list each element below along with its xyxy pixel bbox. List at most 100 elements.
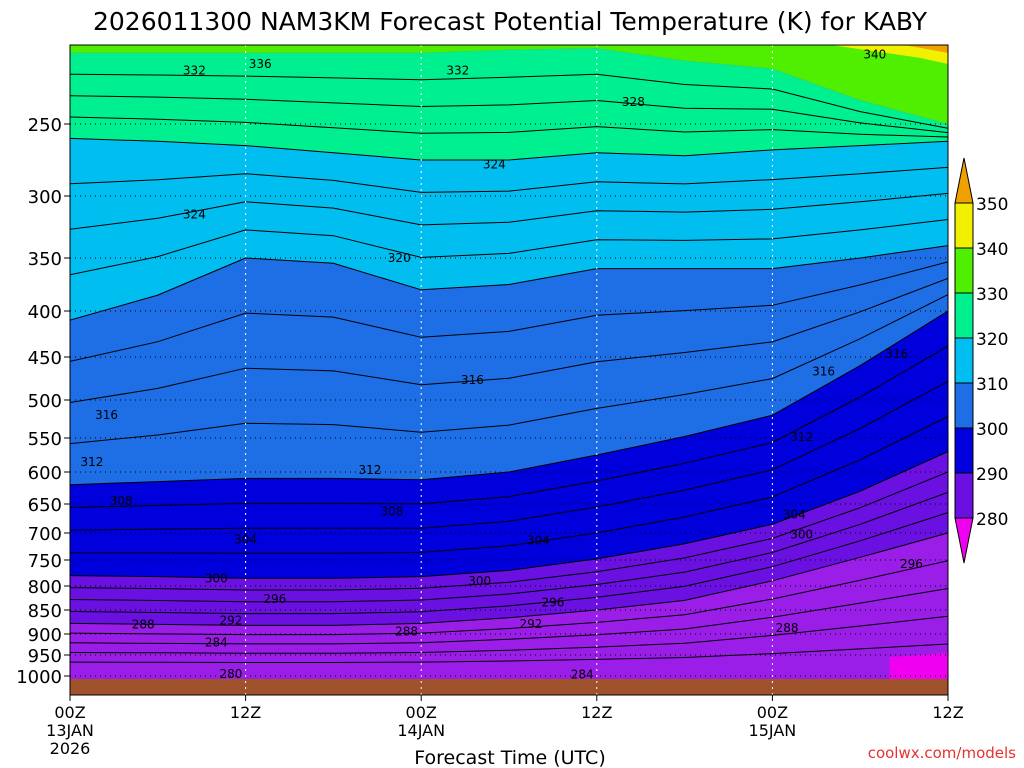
x-tick-label: 12Z — [230, 703, 261, 722]
y-tick-label: 650 — [28, 495, 62, 516]
contour-label: 288 — [776, 621, 799, 635]
contour-label: 328 — [622, 95, 645, 109]
contour-label: 284 — [571, 667, 594, 681]
contour-line — [70, 491, 948, 603]
y-tick-label: 750 — [28, 551, 62, 572]
x-date-label: 15JAN — [749, 721, 797, 740]
contour-label: 336 — [249, 57, 272, 71]
contour-line — [70, 532, 948, 626]
contour-label: 316 — [95, 408, 118, 422]
contour-line — [70, 116, 948, 138]
colorbar-label: 340 — [976, 240, 1008, 260]
contour-line — [70, 471, 948, 591]
y-tick-label: 900 — [28, 625, 62, 646]
colorbar-swatch — [954, 292, 974, 339]
x-tick-label: 00Z — [757, 703, 788, 722]
contour-label-layer: 332 336 332 340 328 324 324 320 316 316 316 316 312 3… — [80, 47, 922, 681]
colorbar-swatch — [954, 427, 974, 474]
y-tick-label: 1000 — [16, 667, 62, 688]
colorbar-label: 320 — [976, 330, 1008, 350]
band-300-310 — [70, 311, 948, 579]
plot-area — [70, 45, 948, 695]
band-310-320 — [70, 245, 948, 485]
x-tick-label: 12Z — [932, 703, 963, 722]
contour-label: 292 — [220, 614, 243, 628]
contour-label: 312 — [790, 430, 813, 444]
contour-line — [70, 245, 948, 321]
contour-label: 316 — [812, 365, 835, 379]
band-320-330 — [70, 138, 948, 321]
contour-label: 316 — [461, 373, 484, 387]
colorbar-label: 350 — [976, 195, 1008, 215]
contour-label: 312 — [80, 455, 103, 469]
colorbar-bottom-arrow — [954, 517, 974, 564]
contour-label: 292 — [519, 617, 542, 631]
contour-label: 324 — [483, 157, 506, 171]
x-tick-label: 00Z — [406, 703, 437, 722]
contour-label: 312 — [359, 463, 382, 477]
contour-label: 296 — [263, 592, 286, 606]
y-tick-label: 400 — [28, 302, 62, 323]
colorbar-label: 300 — [976, 420, 1008, 440]
colorbar-label: 330 — [976, 285, 1008, 305]
contour-label: 284 — [205, 635, 228, 649]
y-tick-label: 950 — [28, 646, 62, 667]
contour-line — [70, 294, 948, 445]
colorbar-swatch — [954, 472, 974, 519]
contour-label: 296 — [900, 557, 923, 571]
contour-label: 304 — [783, 507, 806, 521]
y-tick-label: 550 — [28, 429, 62, 450]
contour-line — [70, 512, 948, 615]
contour-line — [70, 588, 948, 645]
y-tick-label: 300 — [28, 187, 62, 208]
grid-lines — [70, 45, 948, 695]
colorbar-label: 280 — [976, 510, 1008, 530]
ground-surface — [70, 679, 948, 695]
band-above-350 — [830, 45, 948, 64]
contour-line — [70, 643, 948, 663]
contour-line — [70, 261, 948, 362]
band-top — [904, 45, 948, 53]
contour-line — [70, 451, 948, 579]
contour-label: 304 — [234, 532, 257, 546]
contour-label: 324 — [183, 208, 206, 222]
band-340-350 — [70, 45, 948, 124]
contour-label: 320 — [388, 251, 411, 265]
contour-line — [70, 345, 948, 508]
contour-line — [70, 560, 948, 636]
contour-line — [70, 416, 948, 554]
colorbar-swatch — [954, 382, 974, 429]
contour-line — [70, 73, 948, 129]
contour-line — [70, 192, 948, 230]
contour-line — [70, 166, 948, 193]
contour-line — [70, 277, 948, 403]
contour-label: 296 — [541, 595, 564, 609]
contour-label: 280 — [220, 667, 243, 681]
contour-label: 308 — [110, 494, 133, 508]
x-date-label: 13JAN — [46, 721, 94, 740]
x-tick-label: 12Z — [581, 703, 612, 722]
y-tick-label: 350 — [28, 249, 62, 270]
x-tick-label: 00Z — [54, 703, 85, 722]
colorbar-swatch — [954, 247, 974, 294]
colorbar-legend: 350 340 330 320 310 300 290 280 — [954, 157, 1008, 564]
contour-label: 316 — [885, 347, 908, 361]
x-year-label: 2026 — [50, 739, 91, 758]
colorbar-label: 310 — [976, 375, 1008, 395]
y-tick-label: 700 — [28, 524, 62, 545]
x-axis-label: Forecast Time (UTC) — [414, 747, 605, 768]
contour-line — [70, 219, 948, 276]
contour-label: 304 — [527, 534, 550, 548]
colorbar-swatch — [954, 202, 974, 249]
contour-line — [70, 137, 948, 161]
colorbar-top-arrow — [954, 157, 974, 204]
contour-line — [70, 95, 948, 134]
band-330-340 — [70, 48, 948, 161]
colorbar-label: 290 — [976, 465, 1008, 485]
contour-line — [70, 380, 948, 531]
contour-line — [70, 310, 948, 486]
y-tick-label: 250 — [28, 115, 62, 136]
y-tick-label: 450 — [28, 348, 62, 369]
contour-label: 332 — [183, 63, 206, 77]
contour-label: 288 — [132, 617, 155, 631]
